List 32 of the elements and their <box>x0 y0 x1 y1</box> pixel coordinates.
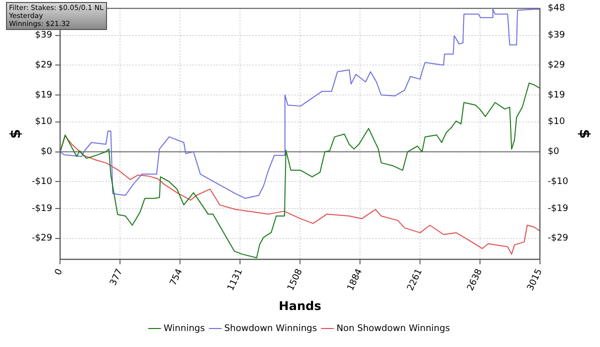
x-axis-title: Hands <box>278 298 322 313</box>
y-tick-label: $19 <box>35 90 52 100</box>
x-tick-label: 0 <box>54 267 66 278</box>
x-tick-label: 754 <box>168 267 186 288</box>
y2-tick-label: $48 <box>548 4 566 14</box>
y2-axis-title: $ <box>576 128 592 139</box>
y-tick-label: -$19 <box>32 204 52 214</box>
x-tick-label: 2638 <box>466 267 485 293</box>
x-tick-label: 2261 <box>406 268 425 293</box>
x-tick-label: 377 <box>108 268 126 288</box>
y2-tick-label: $19 <box>548 90 566 100</box>
y2-tick-label: $29 <box>548 60 566 70</box>
y-tick-label: -$10 <box>32 176 52 187</box>
x-tick-label: 1884 <box>346 267 365 293</box>
y-tick-label: $10 <box>35 117 52 128</box>
y-tick-label: $39 <box>35 30 52 41</box>
y2-tick-label: -$19 <box>548 204 568 214</box>
y-tick-label: $0 <box>40 147 52 158</box>
x-tick-label: 3015 <box>526 268 545 293</box>
legend-label: Showdown Winnings <box>224 324 318 334</box>
y2-tick-label: $0 <box>548 147 560 158</box>
y-axis-title: $ <box>8 128 24 139</box>
y2-tick-label: -$10 <box>548 176 568 187</box>
y-tick-label: -$29 <box>32 234 52 244</box>
y2-tick-label: $39 <box>548 30 566 41</box>
legend-label: Non Showdown Winnings <box>336 324 450 334</box>
y-tick-label: $29 <box>35 60 52 70</box>
y2-tick-label: -$29 <box>548 234 568 244</box>
legend-label: Winnings <box>164 324 206 334</box>
y2-tick-label: $10 <box>548 117 566 128</box>
x-tick-label: 1131 <box>226 268 245 293</box>
x-tick-label: 1508 <box>286 267 306 293</box>
